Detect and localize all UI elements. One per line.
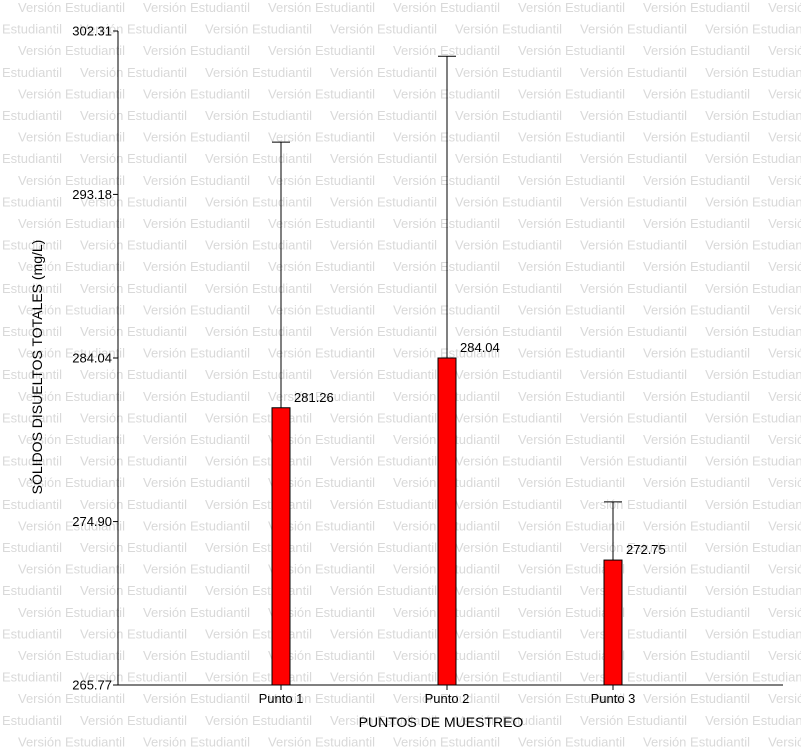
watermark-row: Versión Estudiantil Versión Estudiantil … (18, 173, 801, 188)
y-tick-label: 265.77 (72, 678, 112, 693)
x-tick-label: Punto 3 (591, 691, 636, 706)
watermark-row: Versión Estudiantil Versión Estudiantil … (0, 626, 801, 641)
watermark-row: Versión Estudiantil Versión Estudiantil … (18, 86, 801, 101)
plot-area: 281.26 284.04 272.75 (271, 55, 666, 686)
watermark-row: Versión Estudiantil Versión Estudiantil … (0, 583, 801, 598)
watermark-row: Versión Estudiantil Versión Estudiantil … (0, 713, 801, 728)
bar-value-label: 281.26 (294, 390, 334, 405)
watermark-row: Versión Estudiantil Versión Estudiantil … (0, 281, 801, 296)
watermark-row: Versión Estudiantil Versión Estudiantil … (0, 367, 801, 382)
y-tick-label: 274.90 (72, 514, 112, 529)
bar (271, 407, 291, 686)
watermark-row: Versión Estudiantil Versión Estudiantil … (18, 605, 801, 620)
watermark-row: Versión Estudiantil Versión Estudiantil … (0, 108, 801, 123)
y-tick-label: 284.04 (72, 351, 112, 366)
watermark-row: Versión Estudiantil Versión Estudiantil … (18, 734, 801, 749)
bar (437, 357, 457, 686)
watermark-row: Versión Estudiantil Versión Estudiantil … (0, 324, 801, 339)
bar (603, 559, 623, 686)
watermark-row: Versión Estudiantil Versión Estudiantil … (18, 43, 801, 58)
watermark-row: Versión Estudiantil Versión Estudiantil … (0, 238, 801, 253)
watermark-row: Versión Estudiantil Versión Estudiantil … (18, 475, 801, 490)
x-axis-title: PUNTOS DE MUESTREO (359, 714, 524, 730)
watermark-row: Versión Estudiantil Versión Estudiantil … (0, 65, 801, 80)
watermark-row: Versión Estudiantil Versión Estudiantil … (18, 0, 801, 15)
x-tick-label: Punto 2 (425, 691, 470, 706)
axes: 265.77 274.90 284.04 293.18 302.31 Punto 1 Pun… (72, 24, 783, 706)
watermark-row: Versión Estudiantil Versión Estudiantil … (18, 562, 801, 577)
watermark-row: Versión Estudiantil Versión Estudiantil … (0, 22, 801, 37)
watermark-row: Versión Estudiantil Versión Estudiantil … (0, 454, 801, 469)
watermark-row: Versión Estudiantil Versión Estudiantil … (0, 194, 801, 209)
watermark-row: Versión Estudiantil Versión Estudiantil … (18, 346, 801, 361)
watermark-row: Versión Estudiantil Versión Estudiantil … (18, 648, 801, 663)
watermark-row: Versión Estudiantil Versión Estudiantil … (18, 518, 801, 533)
watermark-row: Versión Estudiantil Versión Estudiantil … (18, 216, 801, 231)
bar-value-label: 272.75 (626, 542, 666, 557)
y-tick-label: 293.18 (72, 187, 112, 202)
watermark-row: Versión Estudiantil Versión Estudiantil … (0, 670, 801, 685)
watermark-row: Versión Estudiantil Versión Estudiantil … (0, 497, 801, 512)
y-tick-label: 302.31 (72, 24, 112, 39)
watermark-row: Versión Estudiantil Versión Estudiantil … (18, 302, 801, 317)
watermark-row: Versión Estudiantil Versión Estudiantil … (18, 691, 801, 706)
watermark-row: Versión Estudiantil Versión Estudiantil … (0, 410, 801, 425)
watermark-row: Versión Estudiantil Versión Estudiantil … (18, 130, 801, 145)
bar-value-label: 284.04 (460, 340, 500, 355)
watermark-row: Versión Estudiantil Versión Estudiantil … (18, 259, 801, 274)
y-axis-title: SÓLIDOS DISUELTOS TOTALES (mg/L) (29, 240, 45, 495)
watermark-row: Versión Estudiantil Versión Estudiantil … (0, 151, 801, 166)
x-tick-label: Punto 1 (259, 691, 304, 706)
watermark-row: Versión Estudiantil Versión Estudiantil … (18, 389, 801, 404)
watermark-row: Versión Estudiantil Versión Estudiantil … (18, 432, 801, 447)
watermark-row: Versión Estudiantil Versión Estudiantil … (0, 540, 801, 555)
